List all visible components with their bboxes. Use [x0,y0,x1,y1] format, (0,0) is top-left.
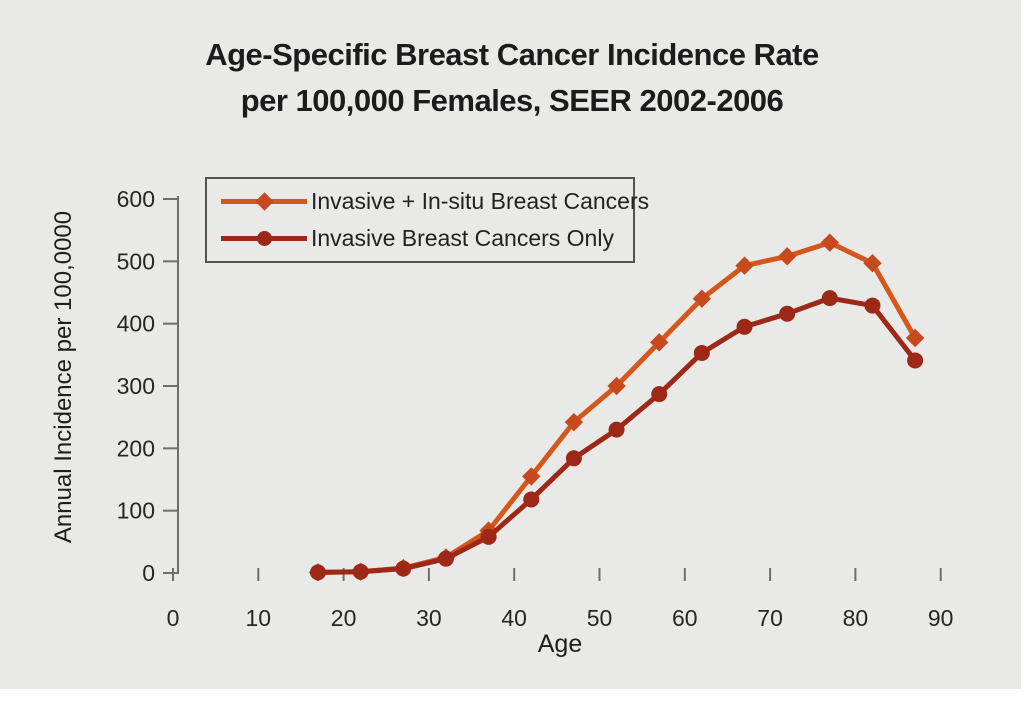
data-point-marker [395,560,412,577]
data-point-marker [735,256,754,275]
x-tick-label: 70 [757,605,783,631]
legend-item-invasive-insitu: Invasive + In-situ Breast Cancers [221,185,649,219]
y-tick-label: 0 [142,560,155,586]
right-margin [1021,0,1024,702]
x-tick-label: 90 [928,605,954,631]
x-tick-label: 40 [501,605,527,631]
x-tick-label: 80 [843,605,869,631]
chart-title-line2: per 100,000 Females, SEER 2002-2006 [240,83,784,118]
x-tick-label: 50 [587,605,613,631]
data-point-marker [437,550,454,567]
y-tick-label: 600 [117,186,155,212]
y-axis-title: Annual Incidence per 100,0000 [50,210,77,544]
data-point-marker [565,450,582,467]
bottom-margin [0,689,1024,702]
data-point-marker [777,247,797,266]
legend-label: Invasive Breast Cancers Only [311,225,614,251]
data-point-marker [607,376,626,396]
legend-label: Invasive + In-situ Breast Cancers [311,188,650,214]
data-point-marker [863,254,882,273]
data-point-marker [480,528,497,545]
legend-swatch-diamond-icon [221,192,307,211]
y-tick-label: 400 [117,311,155,337]
data-point-marker [608,421,625,438]
data-point-marker [692,289,712,308]
data-point-marker [907,352,924,369]
data-point-marker [736,318,753,335]
y-tick-label: 100 [117,498,155,524]
legend-item-invasive-only: Invasive Breast Cancers Only [221,222,633,256]
x-axis-title: Age [537,630,583,658]
legend: Invasive + In-situ Breast Cancers Invasi… [205,177,649,263]
data-point-marker [523,491,540,508]
data-point-marker [779,305,796,322]
diamond-marker-icon [255,192,274,211]
circle-marker-icon [257,231,272,246]
chart-title: Age-Specific Breast Cancer Incidence Rat… [0,32,1024,124]
chart-title-line1: Age-Specific Breast Cancer Incidence Rat… [205,37,819,72]
data-point-marker [905,328,925,348]
data-point-marker [820,233,840,252]
data-point-marker [352,563,369,580]
x-tick-label: 20 [331,605,357,631]
x-tick-label: 30 [416,605,442,631]
y-tick-label: 500 [117,248,155,274]
x-tick-label: 60 [672,605,698,631]
x-tick-label: 0 [167,605,180,631]
data-point-marker [522,467,541,486]
y-tick-label: 300 [117,373,155,399]
data-point-marker [693,344,710,361]
data-point-marker [650,333,669,352]
data-point-marker [651,386,668,403]
y-tick-label: 200 [117,435,155,461]
legend-swatch-circle-icon [221,230,307,247]
data-point-marker [864,297,881,314]
x-tick-label: 10 [246,605,272,631]
data-point-marker [821,290,838,307]
data-point-marker [310,564,327,581]
data-point-marker [564,412,584,432]
